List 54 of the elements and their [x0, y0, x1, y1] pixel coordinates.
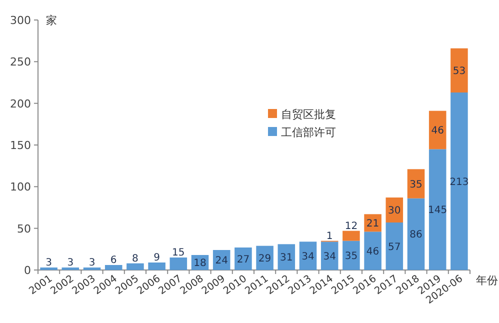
data-label: 1	[326, 230, 333, 242]
bar	[450, 48, 468, 92]
bar	[386, 222, 404, 270]
bar	[148, 262, 166, 270]
data-label: 3	[88, 258, 96, 268]
bar	[278, 244, 296, 270]
data-label: 12	[344, 220, 358, 232]
bar	[407, 169, 425, 198]
data-label: 15	[172, 248, 185, 258]
data-label: 21	[366, 218, 380, 230]
data-label: 9	[154, 252, 160, 264]
bar	[428, 149, 446, 270]
y-tick-label: 200	[10, 97, 31, 110]
data-label: 3	[67, 258, 74, 268]
legend-label: 自贸区批复	[281, 108, 336, 121]
y-tick-label: 0	[24, 264, 31, 277]
bar	[407, 198, 425, 270]
data-label: 3	[46, 258, 52, 268]
y-tick-label: 300	[10, 14, 31, 27]
bar	[364, 232, 382, 270]
bar	[170, 258, 188, 270]
data-label: 46	[366, 246, 380, 258]
bar	[342, 240, 360, 270]
data-label: 18	[194, 258, 206, 269]
data-label: 29	[258, 253, 272, 264]
data-label: 30	[388, 206, 401, 216]
x-axis-title: 年份	[476, 274, 498, 287]
y-tick-label: 150	[10, 139, 31, 152]
data-label: 6	[110, 255, 117, 266]
y-tick-label: 250	[10, 56, 31, 69]
legend-label: 工信部许可	[281, 126, 336, 139]
data-label: 27	[236, 254, 250, 266]
bar	[126, 263, 144, 270]
bar	[450, 92, 468, 270]
data-label: 46	[431, 126, 444, 136]
bar	[342, 230, 360, 241]
bar	[428, 110, 446, 150]
y-tick-label: 50	[17, 222, 31, 236]
data-label: 24	[215, 256, 228, 266]
bar	[299, 242, 317, 270]
data-label: 34	[323, 251, 336, 262]
data-label: 57	[388, 242, 401, 253]
bar	[320, 242, 338, 270]
data-label: 53	[452, 66, 466, 77]
y-axis-title: 家	[46, 14, 57, 27]
bar	[234, 248, 252, 270]
data-label: 35	[410, 179, 422, 190]
data-label: 8	[132, 253, 138, 264]
data-label: 35	[344, 250, 358, 262]
y-tick-label: 100	[10, 180, 31, 194]
data-label: 31	[280, 252, 293, 264]
data-label: 34	[302, 251, 314, 262]
data-label: 86	[410, 230, 422, 241]
bar	[104, 265, 122, 270]
